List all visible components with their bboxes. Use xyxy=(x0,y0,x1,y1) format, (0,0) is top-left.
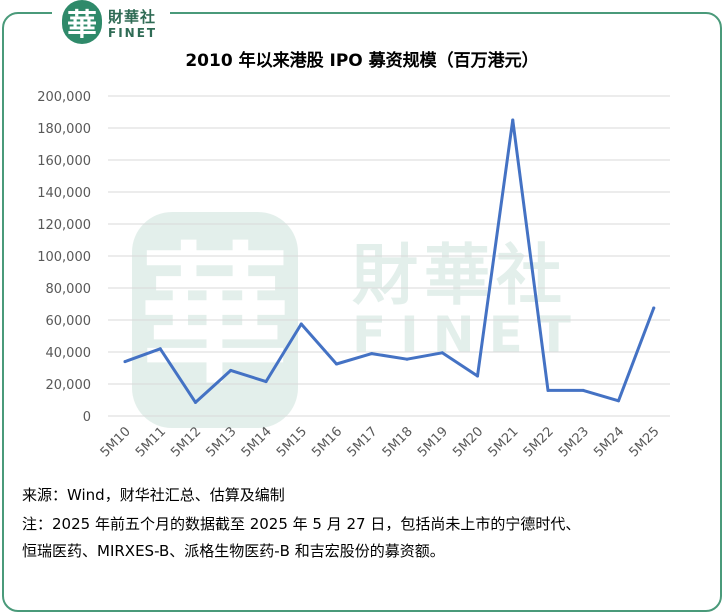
logo-name-en: FINET xyxy=(108,26,158,40)
data-point xyxy=(158,347,162,351)
chart-title: 2010 年以来港股 IPO 募资规模（百万港元） xyxy=(185,51,539,71)
data-point xyxy=(405,357,409,361)
data-point xyxy=(123,360,127,364)
x-tick-label: 5M11 xyxy=(133,424,169,460)
data-point xyxy=(617,399,620,403)
data-point xyxy=(652,306,656,310)
series-line xyxy=(123,118,656,404)
data-point xyxy=(370,352,374,356)
y-tick-label: 200,000 xyxy=(37,90,91,105)
x-tick-label: 5M17 xyxy=(344,424,380,460)
x-tick-label: 5M21 xyxy=(485,424,521,460)
data-point xyxy=(194,400,197,404)
chart-frame xyxy=(2,12,722,612)
y-tick-label: 80,000 xyxy=(46,282,92,297)
series-points xyxy=(123,118,656,404)
y-tick-label: 20,000 xyxy=(46,378,92,393)
x-tick-label: 5M15 xyxy=(274,424,310,460)
y-tick-label: 180,000 xyxy=(37,122,91,137)
x-tick-label: 5M14 xyxy=(239,424,275,460)
x-tick-label: 5M22 xyxy=(521,424,557,460)
logo-name-cn: 財華社 xyxy=(108,8,157,26)
data-point xyxy=(264,380,268,384)
footnote-line-1: 注：2025 年前五个月的数据截至 2025 年 5 月 27 日，包括尚未上市… xyxy=(22,515,581,533)
data-point xyxy=(511,118,515,122)
y-tick-label: 120,000 xyxy=(37,218,91,233)
x-tick-label: 5M20 xyxy=(450,424,486,460)
watermark-name-en: FINET xyxy=(352,306,585,364)
x-tick-label: 5M25 xyxy=(626,424,662,460)
data-point xyxy=(476,374,479,378)
x-tick-label: 5M23 xyxy=(556,424,592,460)
y-tick-label: 0 xyxy=(83,410,91,425)
x-tick-label: 5M10 xyxy=(98,424,134,460)
watermark: 華 財華社 FINET xyxy=(132,212,585,428)
y-tick-label: 60,000 xyxy=(46,314,92,329)
data-point xyxy=(299,322,303,326)
x-tick-label: 5M12 xyxy=(168,424,204,460)
data-point xyxy=(335,362,338,366)
watermark-name-cn: 財華社 xyxy=(352,237,568,314)
x-tick-label: 5M16 xyxy=(309,424,345,460)
y-tick-label: 160,000 xyxy=(37,154,91,169)
y-axis: 0 20,000 40,000 60,000 80,000 100,000 120,000 1… xyxy=(37,90,91,425)
finet-logo: 華 財華社 FINET xyxy=(52,0,170,46)
data-point xyxy=(546,388,550,392)
y-tick-label: 40,000 xyxy=(46,346,92,361)
x-tick-label: 5M19 xyxy=(415,424,451,460)
y-tick-label: 100,000 xyxy=(37,250,91,265)
x-tick-label: 5M24 xyxy=(591,424,627,460)
x-axis: 5M10 5M11 5M12 5M13 5M14 5M15 5M16 5M17 5M18 5M19… xyxy=(98,424,663,460)
finet-logo-icon: 華 xyxy=(62,0,102,44)
grid xyxy=(108,95,670,417)
x-tick-label: 5M13 xyxy=(203,424,239,460)
data-point xyxy=(229,368,233,372)
data-point xyxy=(440,351,444,355)
y-tick-label: 140,000 xyxy=(37,186,91,201)
data-point xyxy=(581,388,585,392)
watermark-glyph: 華 xyxy=(140,228,290,404)
footnote-line-2: 恒瑞医药、MIRXES-B、派格生物医药-B 和吉宏股份的募资额。 xyxy=(22,542,445,560)
x-tick-label: 5M18 xyxy=(380,424,416,460)
source-note: 来源：Wind，财华社汇总、估算及编制 xyxy=(22,486,285,504)
